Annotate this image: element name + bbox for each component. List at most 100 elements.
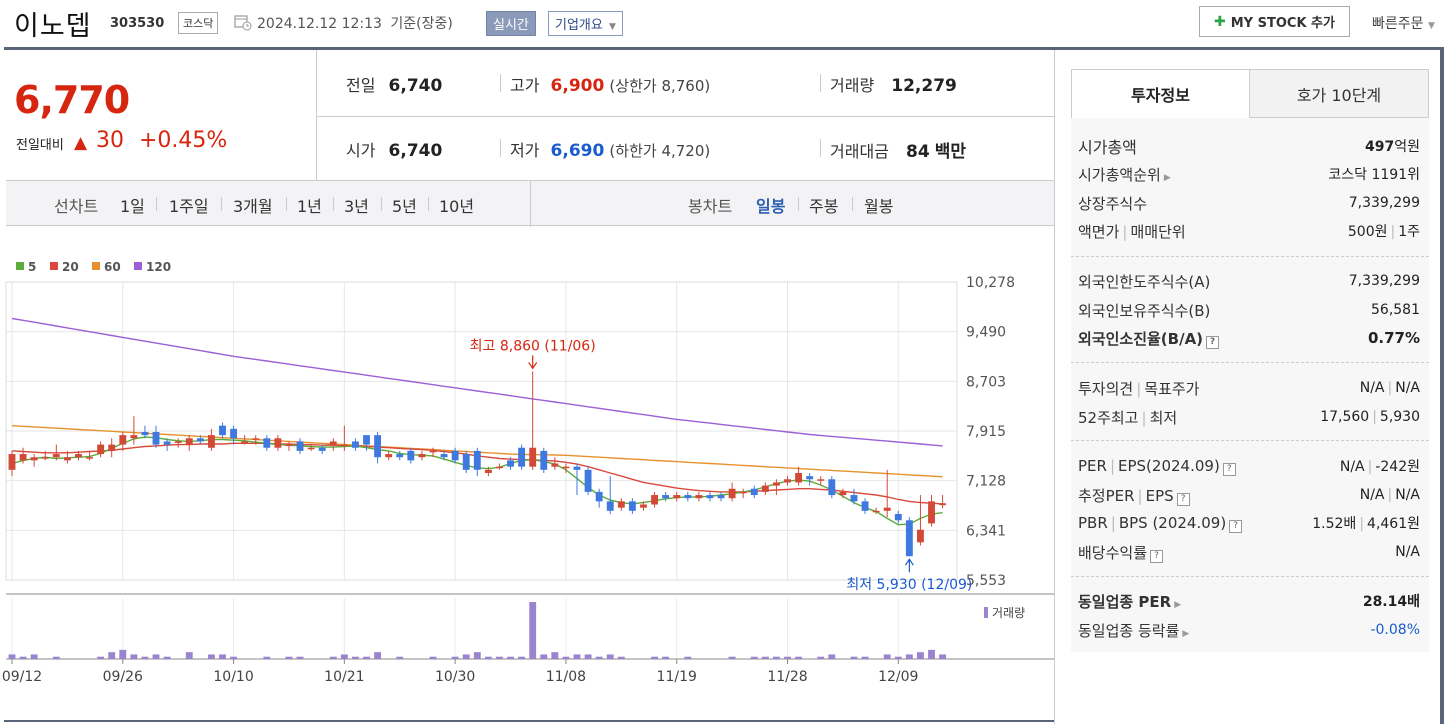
period-1d[interactable]: 1일 bbox=[120, 197, 145, 216]
candle-body bbox=[562, 466, 570, 469]
stock-code: 303530 bbox=[110, 16, 165, 31]
candle-body bbox=[761, 485, 769, 492]
row-value: 5,930 bbox=[1379, 409, 1420, 425]
candle-body bbox=[274, 438, 282, 448]
quick-order-dropdown[interactable]: 빠른주문 ▼ bbox=[1372, 13, 1435, 33]
volume-bar bbox=[484, 656, 492, 659]
row-opinion: 투자의견 | 목표주가 N/A | N/A bbox=[1078, 379, 1420, 398]
panel-divider bbox=[1071, 576, 1429, 577]
row-label: 최저 bbox=[1149, 408, 1178, 427]
row-label: 시가총액순위 bbox=[1078, 165, 1161, 184]
row-foreign-hold: 외국인보유주식수(B) 56,581 bbox=[1078, 299, 1420, 321]
help-icon[interactable]: ? bbox=[1229, 519, 1243, 533]
volume-bar bbox=[617, 656, 625, 659]
row-sector-rate[interactable]: 동일업종 등락률 ▶ -0.08% bbox=[1078, 619, 1420, 641]
row-label: 외국인보유주식수(B) bbox=[1078, 301, 1211, 320]
candle-body bbox=[352, 441, 359, 448]
candle-body bbox=[174, 441, 182, 443]
volume-bar bbox=[396, 656, 404, 659]
add-mystock-button[interactable]: ✚ MY STOCK 추가 bbox=[1199, 6, 1350, 37]
row-52week: 52주최고 | 최저 17,560 | 5,930 bbox=[1078, 408, 1420, 427]
candle-body bbox=[651, 495, 658, 505]
candle-body bbox=[628, 501, 636, 511]
row-market-cap-rank[interactable]: 시가총액순위 ▶ 코스닥 1191위 bbox=[1078, 163, 1420, 185]
ma120-line bbox=[11, 317, 943, 447]
panel-divider bbox=[1071, 362, 1429, 363]
help-icon[interactable]: ? bbox=[1150, 549, 1164, 563]
volume-bar bbox=[19, 656, 27, 659]
candle-monthly[interactable]: 월봉 bbox=[864, 197, 894, 216]
candle-chart-label: 봉차트 bbox=[688, 197, 733, 216]
row-value: 28.14배 bbox=[1362, 594, 1420, 610]
row-value: 17,560 bbox=[1320, 409, 1370, 425]
y-tick-label: 7,128 bbox=[966, 474, 1006, 490]
volume-bar bbox=[662, 656, 670, 659]
chevron-right-icon: ▶ bbox=[1163, 172, 1171, 183]
period-1y[interactable]: 1년 bbox=[297, 197, 322, 216]
row-label: EPS(2024.09) bbox=[1118, 456, 1220, 475]
candle-body bbox=[152, 431, 160, 445]
price-chart[interactable]: 5 20 60 120 10,278 9,490 8,703 7,915 7,128 6,341… bbox=[0, 240, 1054, 724]
candle-body bbox=[418, 454, 426, 458]
candle-body bbox=[872, 510, 880, 513]
volume-bar bbox=[152, 654, 160, 659]
y-tick-label: 6,341 bbox=[966, 523, 1006, 539]
tab-hoga-10[interactable]: 호가 10단계 bbox=[1249, 69, 1429, 118]
volume-bar bbox=[163, 656, 171, 659]
period-3y[interactable]: 3년 bbox=[344, 197, 369, 216]
update-time: 2024.12.12 12:13 기준(장중) bbox=[257, 13, 453, 33]
volume-bar bbox=[97, 656, 105, 659]
bar-section-divider bbox=[530, 181, 531, 227]
volume-bar bbox=[52, 656, 60, 659]
line-chart-label: 선차트 bbox=[54, 197, 99, 216]
period-10y[interactable]: 10년 bbox=[439, 197, 475, 216]
realtime-button[interactable]: 실시간 bbox=[486, 11, 536, 36]
price-rate: +0.45% bbox=[139, 128, 228, 153]
candle-body bbox=[230, 428, 238, 439]
right-edge-rule bbox=[1440, 50, 1444, 724]
help-icon[interactable]: ? bbox=[1206, 335, 1220, 349]
header-rule bbox=[4, 47, 1444, 50]
candle-weekly[interactable]: 주봉 bbox=[809, 197, 839, 216]
period-5y[interactable]: 5년 bbox=[392, 197, 417, 216]
quote-limit: (상한가 8,760) bbox=[609, 77, 711, 95]
row-sector-per[interactable]: 동일업종 PER ▶ 28.14배 bbox=[1078, 590, 1420, 612]
volume-bar bbox=[473, 652, 481, 659]
calendar-clock-icon bbox=[234, 15, 252, 31]
volume-bar bbox=[750, 656, 758, 659]
legend-swatch bbox=[92, 262, 100, 270]
mystock-label: MY STOCK 추가 bbox=[1230, 16, 1335, 31]
row-label: 외국인한도주식수(A) bbox=[1078, 272, 1211, 291]
help-icon[interactable]: ? bbox=[1176, 492, 1190, 506]
quote-row-divider bbox=[317, 116, 1054, 117]
tab-invest-info[interactable]: 투자정보 bbox=[1071, 69, 1250, 118]
candle-body bbox=[484, 469, 492, 473]
candle-body bbox=[285, 444, 293, 447]
candle-body bbox=[717, 495, 725, 499]
legend-label: 60 bbox=[104, 260, 121, 274]
row-label: 상장주식수 bbox=[1078, 194, 1148, 213]
period-3m[interactable]: 3개월 bbox=[233, 197, 273, 216]
legend-label: 20 bbox=[62, 260, 79, 274]
volume-bars: 거래량 bbox=[8, 602, 1025, 659]
volume-bar bbox=[772, 656, 780, 659]
high-label: 최고 8,860 (11/06) bbox=[470, 338, 596, 354]
candle-body bbox=[163, 441, 171, 445]
chart-legend: 5 20 60 120 bbox=[16, 260, 171, 274]
company-overview-dropdown[interactable]: 기업개요 ▼ bbox=[548, 11, 623, 36]
volume-bar bbox=[817, 656, 825, 659]
candle-body bbox=[41, 457, 49, 459]
row-label: 추정PER bbox=[1078, 486, 1135, 505]
volume-bar bbox=[595, 656, 603, 659]
candle-body bbox=[928, 501, 935, 524]
quote-high: 고가 6,900 (상한가 8,760) bbox=[510, 72, 710, 96]
period-1w[interactable]: 1주일 bbox=[169, 197, 209, 216]
caret-down-icon: ▼ bbox=[608, 22, 616, 32]
help-icon[interactable]: ? bbox=[1222, 462, 1236, 476]
candle-body bbox=[551, 463, 559, 467]
candle-body bbox=[329, 441, 337, 445]
candle-daily[interactable]: 일봉 bbox=[756, 197, 786, 216]
candle-body bbox=[185, 438, 193, 445]
candle-body bbox=[407, 450, 415, 461]
row-value: 7,339,299 bbox=[1348, 273, 1420, 289]
